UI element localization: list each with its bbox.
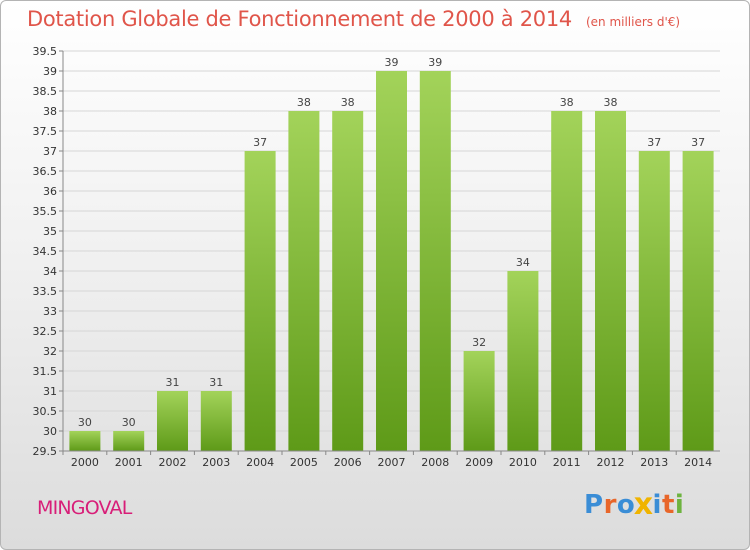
data-label: 31 <box>209 376 223 389</box>
x-tick-label: 2005 <box>290 456 318 469</box>
data-label: 31 <box>166 376 180 389</box>
x-tick-label: 2007 <box>378 456 406 469</box>
chart-title: Dotation Globale de Fonctionnement de 20… <box>27 7 572 31</box>
y-tick-label: 30.5 <box>33 405 58 418</box>
logo-letter: x <box>633 487 654 523</box>
x-tick-label: 2010 <box>509 456 537 469</box>
bar <box>638 151 670 451</box>
chart-unit: (en milliers d'€) <box>585 15 681 29</box>
logo-letter: i <box>674 490 685 520</box>
y-tick-label: 31 <box>43 385 57 398</box>
data-label: 32 <box>472 336 486 349</box>
commune-name: MINGOVAL <box>37 497 132 519</box>
data-label: 30 <box>122 416 136 429</box>
y-tick-label: 35.5 <box>33 205 58 218</box>
y-tick-label: 32 <box>43 345 57 358</box>
x-tick-label: 2012 <box>597 456 625 469</box>
y-tick-label: 38 <box>43 105 57 118</box>
bar <box>419 71 451 451</box>
y-tick-label: 34.5 <box>33 245 58 258</box>
x-tick-label: 2000 <box>71 456 99 469</box>
bar <box>507 271 539 451</box>
bar <box>463 351 495 451</box>
data-label: 39 <box>385 56 399 69</box>
x-tick-label: 2013 <box>640 456 668 469</box>
data-label: 37 <box>691 136 705 149</box>
bar <box>551 111 583 451</box>
bar <box>288 111 320 451</box>
x-tick-label: 2008 <box>421 456 449 469</box>
y-tick-label: 32.5 <box>33 325 58 338</box>
y-tick-label: 36 <box>43 185 57 198</box>
data-label: 30 <box>78 416 92 429</box>
bar <box>376 71 407 451</box>
proxiti-logo: Proxiti <box>584 487 685 523</box>
y-tick-label: 38.5 <box>33 85 58 98</box>
y-tick-label: 39 <box>43 65 57 78</box>
logo-letter: i <box>652 490 662 520</box>
x-tick-label: 2001 <box>115 456 143 469</box>
chart-title-block: Dotation Globale de Fonctionnement de 20… <box>27 7 680 31</box>
logo-letter: t <box>661 490 675 520</box>
data-labels: 30 30 31 31 37 38 38 39 39 32 34 38 38 37 37 <box>78 56 705 429</box>
bar <box>332 111 364 451</box>
y-tick-label: 34 <box>43 265 57 278</box>
x-tick-label: 2002 <box>159 456 187 469</box>
x-tick-label: 2003 <box>202 456 230 469</box>
bar <box>69 431 101 451</box>
data-label: 38 <box>341 96 355 109</box>
y-tick-label: 37 <box>43 145 57 158</box>
bar <box>200 391 232 451</box>
bar <box>157 391 188 451</box>
bar <box>682 151 714 451</box>
x-tick-labels: 2000 2001 2002 2003 2004 2005 2006 2007 2008 2009… <box>62 451 712 469</box>
data-label: 37 <box>253 136 267 149</box>
data-label: 38 <box>297 96 311 109</box>
bars <box>69 71 714 451</box>
data-label: 37 <box>647 136 661 149</box>
data-label: 38 <box>604 96 618 109</box>
y-tick-labels: 29.5 30 30.5 31 31.5 32 32.5 33 33.5 34 34.5 35 35.5… <box>33 45 63 458</box>
bar <box>244 151 276 451</box>
bar <box>113 431 145 451</box>
x-tick-label: 2009 <box>465 456 493 469</box>
data-label: 39 <box>428 56 442 69</box>
x-tick-label: 2014 <box>684 456 712 469</box>
data-label: 38 <box>560 96 574 109</box>
logo-letter: P <box>584 490 604 520</box>
y-tick-label: 30 <box>43 425 57 438</box>
y-tick-label: 37.5 <box>33 125 58 138</box>
y-tick-label: 29.5 <box>33 445 58 458</box>
bar <box>595 111 626 451</box>
x-tick-label: 2011 <box>553 456 581 469</box>
data-label: 34 <box>516 256 530 269</box>
y-tick-label: 33.5 <box>33 285 58 298</box>
y-tick-label: 35 <box>43 225 57 238</box>
x-tick-label: 2004 <box>246 456 274 469</box>
y-tick-label: 36.5 <box>33 165 58 178</box>
y-tick-label: 31.5 <box>33 365 58 378</box>
logo-letter: r <box>603 490 617 520</box>
x-tick-label: 2006 <box>334 456 362 469</box>
logo-letter: o <box>616 490 636 520</box>
y-tick-label: 33 <box>43 305 57 318</box>
y-tick-label: 39.5 <box>33 45 58 58</box>
